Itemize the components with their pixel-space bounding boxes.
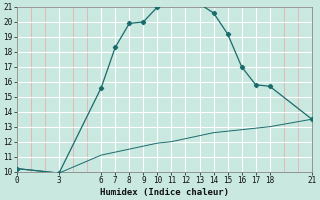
X-axis label: Humidex (Indice chaleur): Humidex (Indice chaleur) bbox=[100, 188, 229, 197]
